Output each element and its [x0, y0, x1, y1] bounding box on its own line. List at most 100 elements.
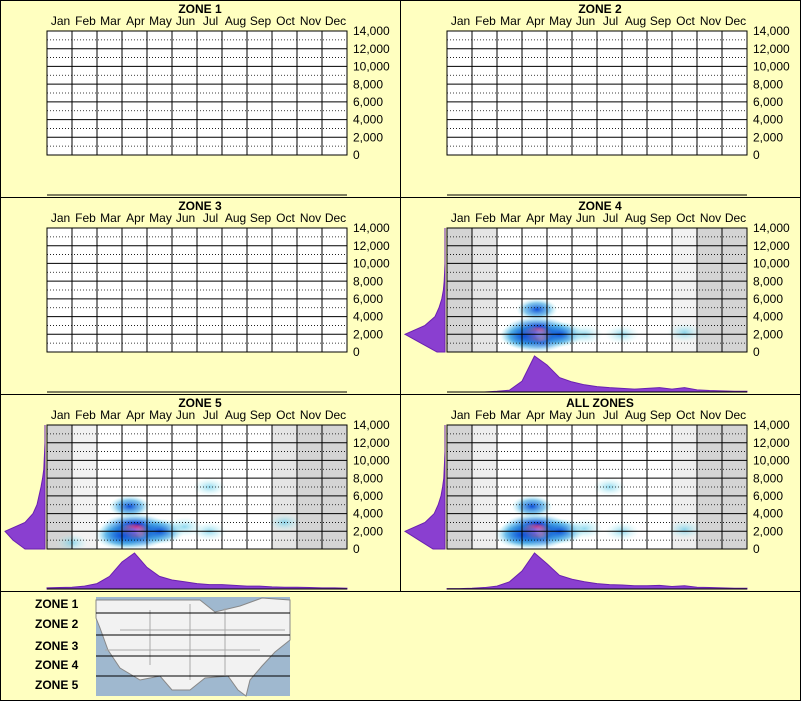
y-tick-label: 14,000 [353, 418, 390, 432]
x-tick-label: Jan [51, 14, 70, 28]
x-tick-label: Mar [100, 14, 121, 28]
x-tick-label: Sep [250, 408, 272, 422]
x-tick-label: Apr [526, 14, 545, 28]
plot-border [446, 30, 748, 156]
panel-title: ZONE 5 [178, 396, 222, 410]
y-tick-label: 8,000 [353, 471, 383, 485]
y-tick-label: 0 [753, 542, 760, 556]
y-tick-label: 6,000 [753, 292, 783, 306]
x-tick-label: Jul [203, 14, 218, 28]
x-tick-label: Apr [126, 14, 145, 28]
y-tick-label: 4,000 [353, 310, 383, 324]
legend-label: ZONE 1 [35, 597, 79, 611]
x-tick-label: Oct [676, 408, 695, 422]
x-tick-label: May [149, 211, 172, 225]
y-tick-label: 2,000 [353, 327, 383, 341]
plot-border [46, 227, 348, 353]
x-tick-label: Jan [51, 211, 70, 225]
shaded-month [472, 425, 497, 549]
x-tick-label: Apr [526, 408, 545, 422]
y-tick-label: 8,000 [353, 77, 383, 91]
y-tick-label: 12,000 [353, 42, 390, 56]
map-borders [105, 604, 285, 680]
x-tick-label: Nov [300, 211, 321, 225]
x-tick-label: May [149, 408, 172, 422]
x-tick-label: Jun [176, 408, 195, 422]
x-tick-label: Jul [603, 211, 618, 225]
x-tick-label: Jul [203, 211, 218, 225]
panel: ALL ZONES 0 2,000 4,000 6,000 8,000 10,000 12,0… [403, 396, 790, 590]
x-tick-label: Aug [225, 211, 246, 225]
x-tick-label: Jan [451, 408, 470, 422]
y-tick-label: 12,000 [353, 436, 390, 450]
y-tick-label: 12,000 [753, 436, 790, 450]
x-tick-label: Feb [475, 14, 496, 28]
y-tick-label: 2,000 [753, 327, 783, 341]
y-tick-label: 12,000 [753, 42, 790, 56]
y-tick-label: 0 [353, 542, 360, 556]
elevation-profile [4, 425, 46, 550]
x-tick-label: Dec [725, 211, 746, 225]
y-tick-label: 14,000 [753, 221, 790, 235]
panel-title: ZONE 4 [578, 199, 622, 213]
density-spot [516, 298, 558, 321]
x-tick-label: Apr [126, 211, 145, 225]
x-tick-label: Jun [176, 14, 195, 28]
panel: ZONE 1 0 2,000 4,000 6,000 8,000 10,000 12,000 1… [46, 2, 390, 196]
y-tick-label: 10,000 [753, 60, 790, 74]
x-tick-label: May [549, 14, 572, 28]
elevation-profile [403, 425, 446, 550]
x-tick-label: Feb [75, 14, 96, 28]
panel: ZONE 4 0 2,000 4,000 6,000 8,000 10,000 12,000 1… [403, 199, 790, 393]
y-tick-label: 0 [753, 148, 760, 162]
y-tick-label: 4,000 [753, 310, 783, 324]
x-tick-label: Mar [500, 211, 521, 225]
x-tick-label: Dec [325, 211, 346, 225]
panel: ZONE 5 0 2,000 4,000 6,000 8,000 10,000 12,000 1… [4, 396, 390, 590]
shaded-month [722, 425, 747, 549]
x-tick-label: Nov [300, 14, 321, 28]
plot-border [46, 30, 348, 156]
y-tick-label: 2,000 [753, 524, 783, 538]
x-tick-label: Jan [51, 408, 70, 422]
plot-border [446, 227, 748, 353]
panel-title: ZONE 2 [578, 2, 622, 16]
x-tick-label: Aug [625, 408, 646, 422]
y-tick-label: 6,000 [353, 95, 383, 109]
y-tick-label: 6,000 [353, 292, 383, 306]
y-tick-label: 14,000 [353, 221, 390, 235]
density-spot [108, 495, 151, 518]
y-tick-label: 6,000 [353, 489, 383, 503]
map-land [95, 597, 291, 697]
y-tick-label: 6,000 [753, 95, 783, 109]
x-tick-label: Sep [250, 14, 272, 28]
x-tick-label: Apr [526, 211, 545, 225]
x-tick-label: Jan [451, 14, 470, 28]
panel-title: ZONE 3 [178, 199, 222, 213]
y-tick-label: 2,000 [353, 524, 383, 538]
y-tick-label: 10,000 [753, 257, 790, 271]
plot-border [46, 424, 348, 550]
month-profile [446, 552, 748, 590]
y-tick-label: 8,000 [753, 274, 783, 288]
x-tick-label: Jun [176, 211, 195, 225]
y-tick-label: 6,000 [753, 489, 783, 503]
x-tick-label: Nov [300, 408, 321, 422]
x-tick-label: Oct [676, 211, 695, 225]
y-tick-label: 4,000 [753, 507, 783, 521]
legend-label: ZONE 5 [35, 678, 79, 692]
x-tick-label: Dec [325, 408, 346, 422]
density-spot [667, 323, 702, 343]
density-spot [667, 520, 702, 540]
month-profile [46, 552, 348, 590]
y-tick-label: 2,000 [353, 130, 383, 144]
y-tick-label: 10,000 [353, 454, 390, 468]
x-tick-label: Nov [700, 14, 721, 28]
x-tick-label: Sep [650, 408, 672, 422]
x-tick-label: Aug [625, 211, 646, 225]
x-tick-label: Nov [700, 408, 721, 422]
x-tick-label: Sep [650, 211, 672, 225]
x-tick-label: May [549, 211, 572, 225]
x-tick-label: Mar [100, 211, 121, 225]
